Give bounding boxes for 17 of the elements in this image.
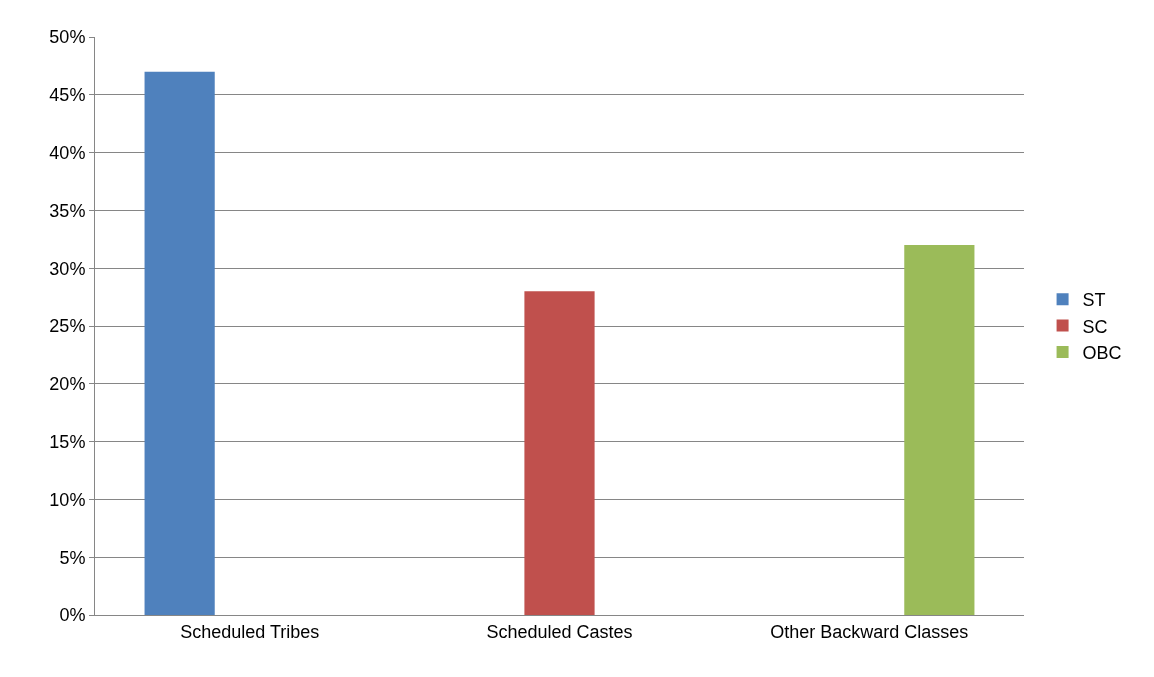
y-tick-label: 5%: [59, 547, 86, 568]
y-tick-label: 10%: [49, 489, 86, 510]
legend-label: OBC: [1082, 343, 1122, 364]
x-tick-label: Scheduled Castes: [486, 621, 633, 642]
x-tick-label: Scheduled Tribes: [180, 621, 320, 642]
y-tick-label: 40%: [49, 142, 86, 163]
legend-label: ST: [1082, 290, 1106, 311]
x-tick-label: Other Backward Classes: [770, 621, 969, 642]
y-tick-label: 30%: [49, 258, 86, 279]
y-tick-label: 35%: [49, 200, 86, 221]
y-tick-label: 45%: [49, 85, 86, 106]
legend-label: SC: [1082, 316, 1108, 337]
y-tick-label: 0%: [59, 605, 86, 626]
y-tick-label: 20%: [49, 374, 86, 395]
y-tick-label: 15%: [49, 431, 86, 452]
y-tick-label: 25%: [49, 316, 86, 337]
y-tick-label: 50%: [49, 27, 86, 48]
